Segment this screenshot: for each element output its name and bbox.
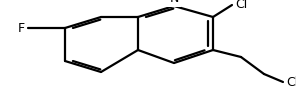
- Text: Cl: Cl: [286, 75, 296, 88]
- Text: F: F: [18, 21, 25, 34]
- Text: N: N: [169, 0, 179, 5]
- Text: Cl: Cl: [235, 0, 247, 11]
